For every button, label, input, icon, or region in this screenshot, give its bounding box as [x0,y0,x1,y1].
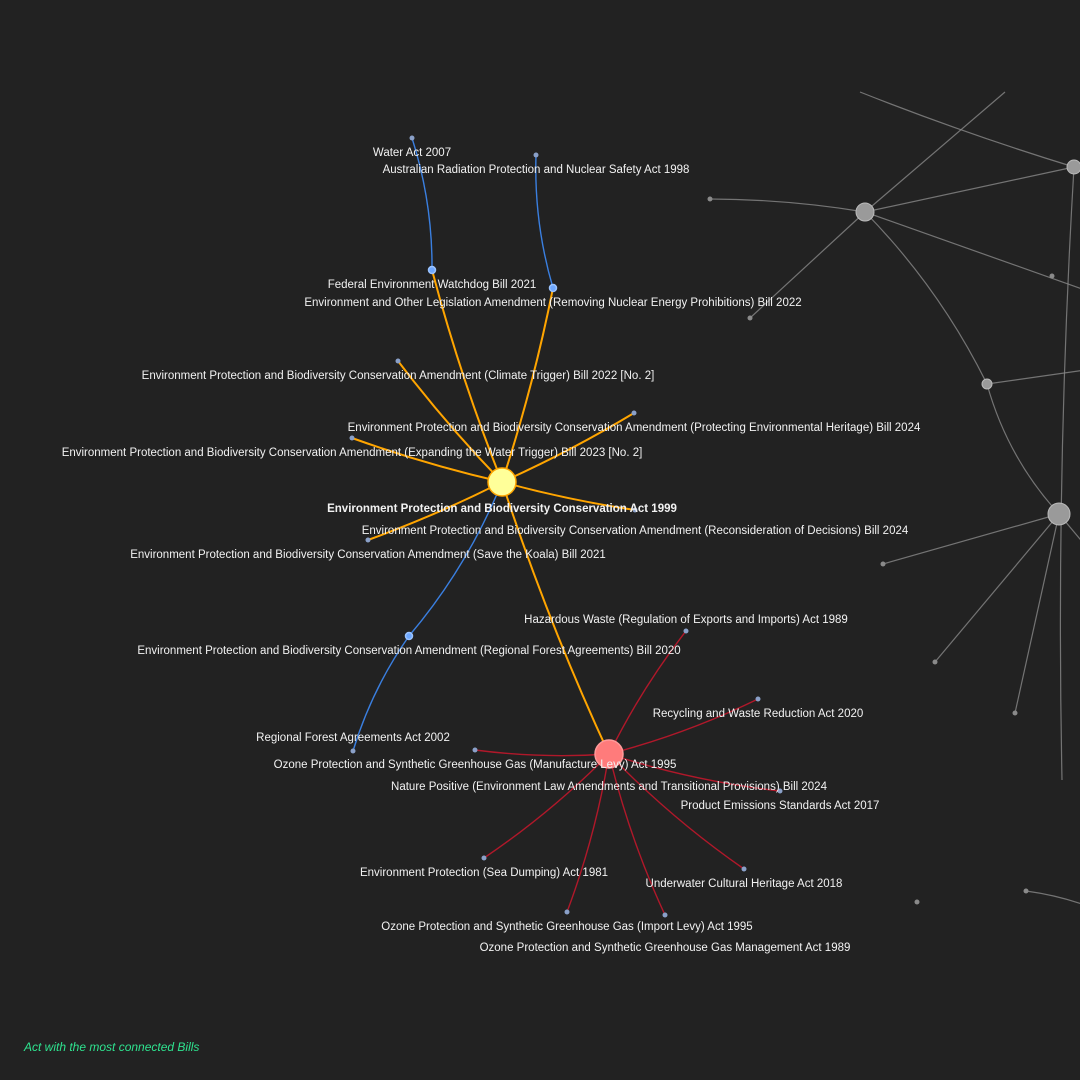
edge-epbc-rfabill [408,481,503,637]
graph-node[interactable] [707,196,713,202]
node-label-watertrig: Environment Protection and Biodiversity … [62,447,643,459]
node-epbc[interactable] [487,467,517,497]
node-label-arpans: Australian Radiation Protection and Nucl… [383,164,690,176]
graph-node[interactable] [855,202,875,222]
node-ozimport[interactable] [564,909,570,915]
node-climate[interactable] [395,358,401,364]
node-label-seadump: Environment Protection (Sea Dumping) Act… [360,867,608,879]
edge-epbc-nuclear [501,287,554,483]
node-label-rfabill: Environment Protection and Biodiversity … [137,645,680,657]
node-label-koala: Environment Protection and Biodiversity … [130,549,606,561]
graph-node[interactable] [1049,273,1055,279]
node-label-rfaact: Regional Forest Agreements Act 2002 [256,732,450,744]
edge-epbc-reconsider [501,481,636,511]
node-water[interactable] [409,135,415,141]
edge-epbc-watertrig [351,437,503,483]
edge-epbc-nature [501,481,610,755]
node-label-watchdog: Federal Environment Watchdog Bill 2021 [328,279,537,291]
graph-edge [859,91,1075,168]
graph-node[interactable] [914,899,920,905]
node-label-recycle: Recycling and Waste Reduction Act 2020 [653,708,864,720]
graph-edge [864,211,988,385]
graph-caption: Act with the most connected Bills [24,1040,200,1054]
node-watchdog[interactable] [427,265,437,275]
graph-node[interactable] [1023,888,1029,894]
node-product[interactable] [777,788,783,794]
edge-watchdog-water [411,137,433,271]
node-koala[interactable] [365,537,371,543]
graph-node[interactable] [1047,502,1071,526]
edge-epbc-koala [367,481,503,541]
edge-epbc-watchdog [431,269,503,483]
node-rfabill[interactable] [404,631,414,641]
graph-edge [864,211,1080,289]
node-nuclear[interactable] [548,283,558,293]
node-label-reconsider: Environment Protection and Biodiversity … [362,525,909,537]
nodes: Environment Protection and Biodiversity … [62,135,921,954]
graph-edge [864,166,1075,213]
node-reconsider[interactable] [632,507,638,513]
edge-rfabill-rfaact [352,635,410,752]
edge-epbc-heritage [501,412,635,483]
edge-nature-hazard [608,630,687,755]
edge-nature-recycle [608,698,759,755]
node-label-product: Product Emissions Standards Act 2017 [681,800,880,812]
node-label-underwater: Underwater Cultural Heritage Act 2018 [646,878,843,890]
node-label-nuclear: Environment and Other Legislation Amendm… [304,297,801,309]
graph-edge [749,211,866,319]
graph-edge [986,370,1080,385]
graph-node[interactable] [880,561,886,567]
node-label-ozmgmt: Ozone Protection and Synthetic Greenhous… [480,942,851,954]
node-ozmgmt[interactable] [662,912,668,918]
graph-node[interactable] [1012,710,1018,716]
node-watertrig[interactable] [349,435,355,441]
node-arpans[interactable] [533,152,539,158]
node-rfaact[interactable] [350,748,356,754]
node-ozmanu[interactable] [472,747,478,753]
node-label-epbc: Environment Protection and Biodiversity … [327,503,677,515]
edge-nature-ozmanu [474,749,610,757]
node-label-ozimport: Ozone Protection and Synthetic Greenhous… [381,921,752,933]
other-network [707,91,1080,905]
graph-node[interactable] [747,315,753,321]
node-label-nature: Nature Positive (Environment Law Amendme… [391,781,828,793]
graph-node[interactable] [981,378,993,390]
edge-nature-underwater [608,753,745,870]
edge-epbc-climate [397,360,503,483]
edge-nuclear-arpans [535,154,554,289]
node-nature[interactable] [594,739,624,769]
node-label-climate: Environment Protection and Biodiversity … [142,370,655,382]
graph-edge [709,198,866,213]
edge-nature-ozmgmt [608,753,666,916]
edge-nature-product [608,753,781,792]
node-heritage[interactable] [631,410,637,416]
node-label-water: Water Act 2007 [373,147,451,159]
node-label-ozmanu: Ozone Protection and Synthetic Greenhous… [274,759,677,771]
edges [351,137,781,916]
node-seadump[interactable] [481,855,487,861]
graph-edge [1014,513,1060,714]
graph-edge [1025,890,1080,904]
node-hazard[interactable] [683,628,689,634]
edge-nature-seadump [483,753,610,859]
node-label-hazard: Hazardous Waste (Regulation of Exports a… [524,614,848,626]
node-label-heritage: Environment Protection and Biodiversity … [348,422,921,434]
graph-edge [986,383,1060,515]
graph-edge [864,91,1006,213]
graph-edge [934,513,1060,663]
node-underwater[interactable] [741,866,747,872]
graph-edge [882,513,1060,565]
edge-nature-ozimport [566,753,610,913]
graph-node[interactable] [1066,159,1080,175]
graph-edge [1059,166,1075,781]
graph-node[interactable] [932,659,938,665]
node-recycle[interactable] [755,696,761,702]
